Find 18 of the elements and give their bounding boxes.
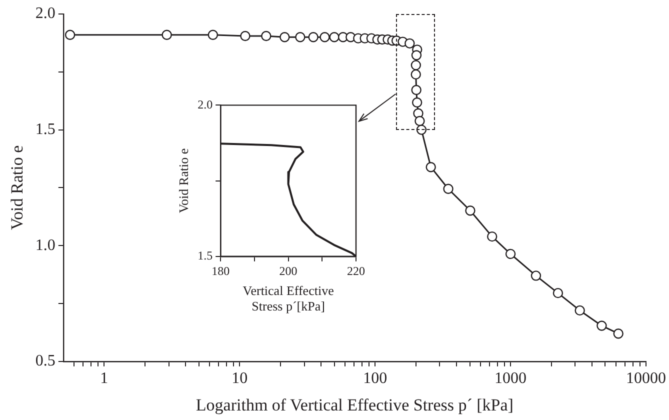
x-tick-label: 100 <box>363 370 388 388</box>
y-axis-title: Void Ratio e <box>8 145 27 230</box>
x-tick-label: 10 <box>232 370 248 388</box>
y-tick-label: 2.0 <box>198 97 213 112</box>
y-tick-label: 2.0 <box>35 5 56 22</box>
x-tick-label: 180 <box>212 264 230 278</box>
x-axis-title: Vertical Effective Stress p´[kPa] <box>242 283 334 314</box>
x-axis-title: Logarithm of Vertical Effective Stress p´ [kPa] <box>196 395 514 414</box>
y-tick-label: 1.5 <box>35 121 56 138</box>
x-tick-label: 220 <box>347 264 365 278</box>
x-tick-label: 10000 <box>626 370 666 388</box>
x-tick-label: 1 <box>100 370 108 388</box>
y-tick-label: 1.0 <box>35 236 56 254</box>
x-tick-label: 1000 <box>494 370 527 388</box>
y-tick-label: 1.5 <box>198 248 213 263</box>
y-tick-label: 0.5 <box>35 352 56 370</box>
x-tick-label: 200 <box>279 264 298 278</box>
y-axis-title: Void Ratio e <box>176 148 192 214</box>
